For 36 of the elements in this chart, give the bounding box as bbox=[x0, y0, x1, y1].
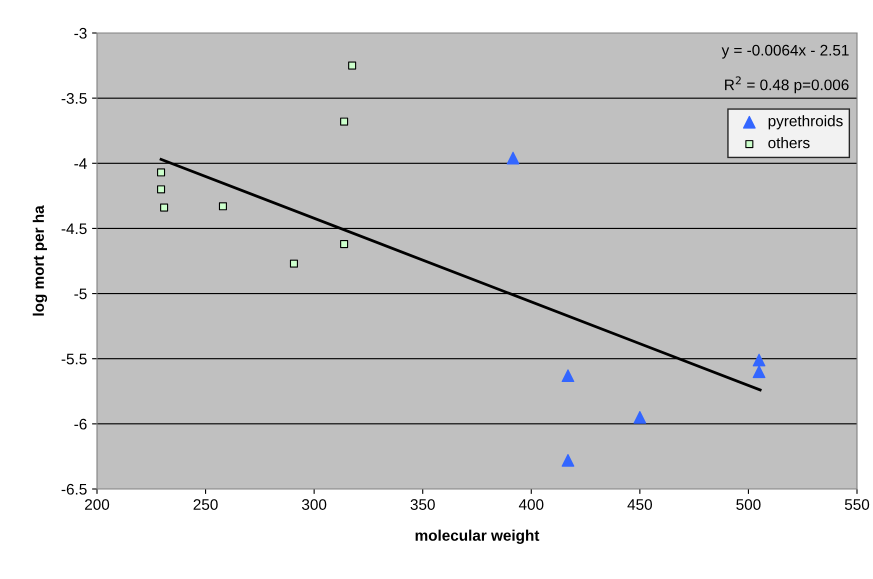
x-tick-label: 350 bbox=[410, 499, 435, 510]
point bbox=[340, 240, 348, 248]
y-tick-label: -3.5 bbox=[62, 93, 87, 104]
legend-label: others bbox=[768, 137, 810, 148]
x-tick-label: 300 bbox=[302, 499, 326, 510]
y-tick-label: -4.5 bbox=[62, 223, 87, 234]
y-tick-label: -5.5 bbox=[62, 354, 87, 364]
y-tick-label: -6 bbox=[74, 418, 87, 430]
y-tick-label: -6.5 bbox=[62, 484, 87, 495]
point bbox=[160, 204, 168, 212]
x-tick-label: 500 bbox=[736, 499, 761, 510]
legend-label: pyrethroids bbox=[768, 115, 843, 130]
y-tick-label: -3 bbox=[74, 28, 87, 39]
point bbox=[157, 168, 166, 176]
point bbox=[348, 62, 356, 70]
point bbox=[752, 354, 766, 366]
x-tick-label: 200 bbox=[85, 499, 110, 510]
x-tick-label: 450 bbox=[627, 499, 652, 510]
annotation: R$^{2}$ = 0.48 p=0.006 bbox=[725, 76, 849, 94]
point bbox=[340, 118, 348, 126]
x-tick-label: 250 bbox=[194, 499, 218, 510]
y-tick-label: -4 bbox=[74, 158, 87, 169]
y-axis-title: log mort per ha bbox=[32, 205, 48, 316]
point bbox=[290, 260, 298, 268]
point bbox=[633, 410, 646, 424]
point bbox=[562, 454, 574, 467]
x-axis-title: molecular weight bbox=[416, 530, 540, 544]
y-tick-label: -5 bbox=[74, 288, 87, 300]
x-tick-label: 400 bbox=[518, 499, 544, 510]
point bbox=[506, 152, 520, 164]
point bbox=[752, 365, 766, 378]
point bbox=[157, 185, 166, 194]
point bbox=[218, 202, 227, 210]
x-tick-label: 550 bbox=[844, 499, 870, 510]
point bbox=[562, 369, 574, 382]
annotation: y = -0.0064x - 2.51 bbox=[722, 44, 849, 59]
